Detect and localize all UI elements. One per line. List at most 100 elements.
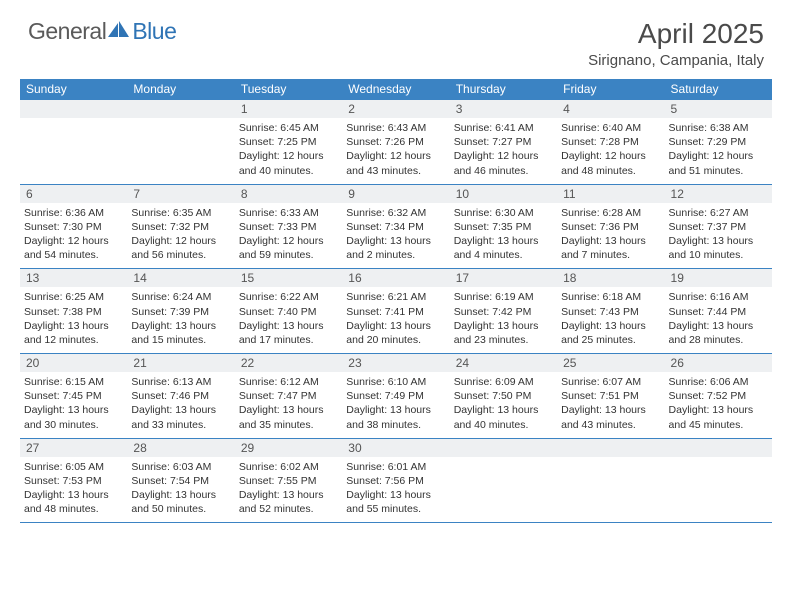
day-cell: 4Sunrise: 6:40 AMSunset: 7:28 PMDaylight… — [557, 100, 664, 184]
day-cell: 28Sunrise: 6:03 AMSunset: 7:54 PMDayligh… — [127, 438, 234, 523]
day-details: Sunrise: 6:18 AMSunset: 7:43 PMDaylight:… — [557, 287, 664, 353]
day-cell: 13Sunrise: 6:25 AMSunset: 7:38 PMDayligh… — [20, 269, 127, 354]
day-number: 2 — [342, 100, 449, 118]
day-details: Sunrise: 6:15 AMSunset: 7:45 PMDaylight:… — [20, 372, 127, 438]
weekday-header: Monday — [127, 79, 234, 100]
day-cell: 18Sunrise: 6:18 AMSunset: 7:43 PMDayligh… — [557, 269, 664, 354]
day-details: Sunrise: 6:35 AMSunset: 7:32 PMDaylight:… — [127, 203, 234, 269]
day-cell: 3Sunrise: 6:41 AMSunset: 7:27 PMDaylight… — [450, 100, 557, 184]
day-cell: 9Sunrise: 6:32 AMSunset: 7:34 PMDaylight… — [342, 184, 449, 269]
weekday-header: Tuesday — [235, 79, 342, 100]
day-cell: 14Sunrise: 6:24 AMSunset: 7:39 PMDayligh… — [127, 269, 234, 354]
weekday-header: Thursday — [450, 79, 557, 100]
day-details: Sunrise: 6:28 AMSunset: 7:36 PMDaylight:… — [557, 203, 664, 269]
day-cell: 19Sunrise: 6:16 AMSunset: 7:44 PMDayligh… — [665, 269, 772, 354]
day-details: Sunrise: 6:10 AMSunset: 7:49 PMDaylight:… — [342, 372, 449, 438]
day-details: Sunrise: 6:45 AMSunset: 7:25 PMDaylight:… — [235, 118, 342, 184]
calendar-week-row: 6Sunrise: 6:36 AMSunset: 7:30 PMDaylight… — [20, 184, 772, 269]
day-number: 29 — [235, 439, 342, 457]
empty-cell — [127, 100, 234, 184]
day-cell: 30Sunrise: 6:01 AMSunset: 7:56 PMDayligh… — [342, 438, 449, 523]
day-number: 4 — [557, 100, 664, 118]
day-cell: 23Sunrise: 6:10 AMSunset: 7:49 PMDayligh… — [342, 354, 449, 439]
calendar-week-row: 1Sunrise: 6:45 AMSunset: 7:25 PMDaylight… — [20, 100, 772, 184]
day-number: 9 — [342, 185, 449, 203]
day-details: Sunrise: 6:36 AMSunset: 7:30 PMDaylight:… — [20, 203, 127, 269]
page-header: General Blue April 2025 Sirignano, Campa… — [0, 0, 792, 73]
day-number: 15 — [235, 269, 342, 287]
day-cell: 29Sunrise: 6:02 AMSunset: 7:55 PMDayligh… — [235, 438, 342, 523]
day-details: Sunrise: 6:27 AMSunset: 7:37 PMDaylight:… — [665, 203, 772, 269]
calendar-week-row: 20Sunrise: 6:15 AMSunset: 7:45 PMDayligh… — [20, 354, 772, 439]
logo-text-blue: Blue — [132, 18, 176, 45]
day-details: Sunrise: 6:21 AMSunset: 7:41 PMDaylight:… — [342, 287, 449, 353]
day-details: Sunrise: 6:16 AMSunset: 7:44 PMDaylight:… — [665, 287, 772, 353]
day-cell: 1Sunrise: 6:45 AMSunset: 7:25 PMDaylight… — [235, 100, 342, 184]
day-cell: 8Sunrise: 6:33 AMSunset: 7:33 PMDaylight… — [235, 184, 342, 269]
calendar-table: Sunday Monday Tuesday Wednesday Thursday… — [20, 79, 772, 523]
day-number: 17 — [450, 269, 557, 287]
day-cell: 7Sunrise: 6:35 AMSunset: 7:32 PMDaylight… — [127, 184, 234, 269]
day-number: 3 — [450, 100, 557, 118]
day-cell: 10Sunrise: 6:30 AMSunset: 7:35 PMDayligh… — [450, 184, 557, 269]
logo: General Blue — [28, 18, 176, 45]
day-number: 13 — [20, 269, 127, 287]
day-cell: 24Sunrise: 6:09 AMSunset: 7:50 PMDayligh… — [450, 354, 557, 439]
day-details: Sunrise: 6:07 AMSunset: 7:51 PMDaylight:… — [557, 372, 664, 438]
day-cell: 15Sunrise: 6:22 AMSunset: 7:40 PMDayligh… — [235, 269, 342, 354]
weekday-header: Friday — [557, 79, 664, 100]
day-details: Sunrise: 6:09 AMSunset: 7:50 PMDaylight:… — [450, 372, 557, 438]
day-number: 20 — [20, 354, 127, 372]
empty-cell — [450, 438, 557, 523]
day-number: 10 — [450, 185, 557, 203]
day-number: 21 — [127, 354, 234, 372]
day-number: 12 — [665, 185, 772, 203]
title-block: April 2025 Sirignano, Campania, Italy — [588, 18, 764, 69]
day-number: 28 — [127, 439, 234, 457]
day-details: Sunrise: 6:33 AMSunset: 7:33 PMDaylight:… — [235, 203, 342, 269]
sail-icon — [108, 21, 130, 39]
day-cell: 6Sunrise: 6:36 AMSunset: 7:30 PMDaylight… — [20, 184, 127, 269]
day-cell: 27Sunrise: 6:05 AMSunset: 7:53 PMDayligh… — [20, 438, 127, 523]
weekday-header-row: Sunday Monday Tuesday Wednesday Thursday… — [20, 79, 772, 100]
day-details: Sunrise: 6:30 AMSunset: 7:35 PMDaylight:… — [450, 203, 557, 269]
day-number: 16 — [342, 269, 449, 287]
day-number: 30 — [342, 439, 449, 457]
day-number: 19 — [665, 269, 772, 287]
day-details: Sunrise: 6:01 AMSunset: 7:56 PMDaylight:… — [342, 457, 449, 523]
day-details: Sunrise: 6:43 AMSunset: 7:26 PMDaylight:… — [342, 118, 449, 184]
day-details: Sunrise: 6:05 AMSunset: 7:53 PMDaylight:… — [20, 457, 127, 523]
day-details: Sunrise: 6:03 AMSunset: 7:54 PMDaylight:… — [127, 457, 234, 523]
day-number: 18 — [557, 269, 664, 287]
day-details: Sunrise: 6:12 AMSunset: 7:47 PMDaylight:… — [235, 372, 342, 438]
day-cell: 2Sunrise: 6:43 AMSunset: 7:26 PMDaylight… — [342, 100, 449, 184]
day-details: Sunrise: 6:13 AMSunset: 7:46 PMDaylight:… — [127, 372, 234, 438]
day-details: Sunrise: 6:25 AMSunset: 7:38 PMDaylight:… — [20, 287, 127, 353]
day-number: 22 — [235, 354, 342, 372]
day-details: Sunrise: 6:38 AMSunset: 7:29 PMDaylight:… — [665, 118, 772, 184]
day-details: Sunrise: 6:41 AMSunset: 7:27 PMDaylight:… — [450, 118, 557, 184]
day-cell: 26Sunrise: 6:06 AMSunset: 7:52 PMDayligh… — [665, 354, 772, 439]
day-number: 5 — [665, 100, 772, 118]
day-details: Sunrise: 6:40 AMSunset: 7:28 PMDaylight:… — [557, 118, 664, 184]
day-number: 8 — [235, 185, 342, 203]
day-cell: 16Sunrise: 6:21 AMSunset: 7:41 PMDayligh… — [342, 269, 449, 354]
day-details: Sunrise: 6:06 AMSunset: 7:52 PMDaylight:… — [665, 372, 772, 438]
day-number: 11 — [557, 185, 664, 203]
day-cell: 22Sunrise: 6:12 AMSunset: 7:47 PMDayligh… — [235, 354, 342, 439]
weekday-header: Wednesday — [342, 79, 449, 100]
day-details: Sunrise: 6:02 AMSunset: 7:55 PMDaylight:… — [235, 457, 342, 523]
page-subtitle: Sirignano, Campania, Italy — [588, 52, 764, 69]
day-number: 6 — [20, 185, 127, 203]
weekday-header: Saturday — [665, 79, 772, 100]
empty-cell — [665, 438, 772, 523]
day-number: 23 — [342, 354, 449, 372]
day-number: 26 — [665, 354, 772, 372]
day-details: Sunrise: 6:24 AMSunset: 7:39 PMDaylight:… — [127, 287, 234, 353]
weekday-header: Sunday — [20, 79, 127, 100]
day-number: 7 — [127, 185, 234, 203]
calendar-body: 1Sunrise: 6:45 AMSunset: 7:25 PMDaylight… — [20, 100, 772, 523]
calendar-week-row: 27Sunrise: 6:05 AMSunset: 7:53 PMDayligh… — [20, 438, 772, 523]
day-cell: 25Sunrise: 6:07 AMSunset: 7:51 PMDayligh… — [557, 354, 664, 439]
calendar-week-row: 13Sunrise: 6:25 AMSunset: 7:38 PMDayligh… — [20, 269, 772, 354]
